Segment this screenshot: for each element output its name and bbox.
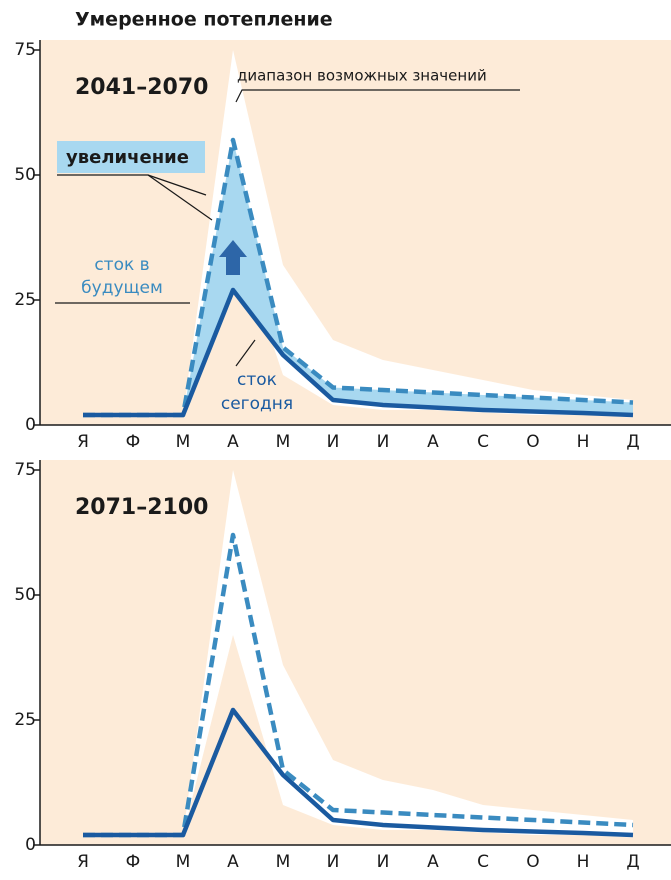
x-tick-label: А [227, 852, 239, 872]
x-tick-label: И [327, 432, 340, 452]
line [83, 287, 634, 418]
x-tick-label: Д [626, 852, 639, 872]
y-tick-label: 25 [14, 290, 36, 310]
x-tick-label: А [227, 432, 239, 452]
x-tick-label: М [176, 432, 191, 452]
leader [147, 174, 207, 196]
range-band [83, 50, 633, 418]
leader [235, 339, 256, 367]
x-tick-label: С [477, 852, 489, 872]
today-label: сток [237, 370, 277, 390]
increase-box [57, 141, 205, 173]
y-tick-label: 0 [25, 415, 36, 435]
x-tick-label: М [276, 432, 291, 452]
x-tick-label: Я [77, 852, 89, 872]
x-tick-label: С [477, 432, 489, 452]
x-tick-label: И [377, 432, 390, 452]
y-tick-label: 50 [14, 165, 36, 185]
y-tick-label: 75 [14, 40, 36, 60]
x-tick-label: А [427, 852, 439, 872]
x-tick-label: О [526, 432, 539, 452]
future-label: будущем [81, 278, 163, 298]
increase-label: увеличение [66, 147, 189, 168]
x-tick-label: М [276, 852, 291, 872]
x-tick-label: Д [626, 432, 639, 452]
range-band [83, 470, 633, 838]
x-tick-label: Ф [126, 432, 141, 452]
today-label: сегодня [221, 394, 293, 414]
x-tick-label: А [427, 432, 439, 452]
y-tick-label: 25 [14, 710, 36, 730]
future-label: сток в [94, 255, 149, 275]
x-tick-label: Н [577, 852, 590, 872]
y-tick-label: 75 [14, 460, 36, 480]
y-tick-label: 0 [25, 835, 36, 855]
leader [235, 89, 520, 103]
panel-label: 2041–2070 [75, 75, 208, 100]
x-tick-label: Н [577, 432, 590, 452]
x-tick-label: М [176, 852, 191, 872]
up-arrow [219, 240, 247, 275]
x-tick-label: Ф [126, 852, 141, 872]
x-tick-label: Я [77, 432, 89, 452]
y-tick-label: 50 [14, 585, 36, 605]
panel-label: 2071–2100 [75, 495, 208, 520]
x-tick-label: И [377, 852, 390, 872]
x-tick-label: И [327, 852, 340, 872]
range-label: диапазон возможных значений [237, 67, 487, 85]
title: Умеренное потепление [75, 9, 333, 31]
x-tick-label: О [526, 852, 539, 872]
line [83, 707, 634, 838]
